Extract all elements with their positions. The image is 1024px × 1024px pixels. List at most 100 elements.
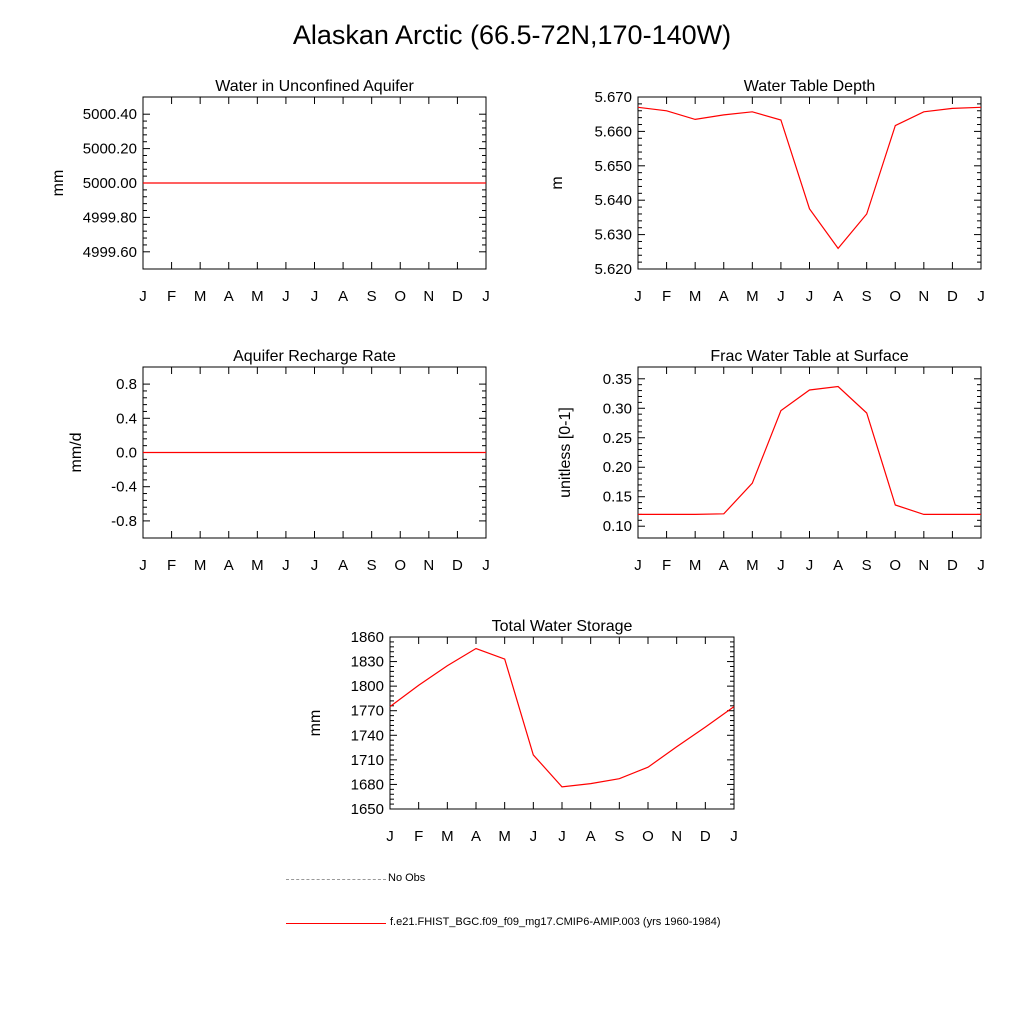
y-tick-label: -0.8 [111, 513, 137, 530]
x-tick-label: N [918, 557, 929, 574]
x-tick-label: J [730, 828, 738, 845]
x-tick-label: M [194, 288, 207, 305]
series-line-1 [637, 106, 982, 250]
x-tick-label: D [452, 288, 463, 305]
y-tick-label: 5.650 [594, 158, 632, 175]
x-tick-label: J [977, 557, 985, 574]
x-tick-label: J [634, 288, 642, 305]
x-tick-label: M [251, 557, 264, 574]
series-line-1 [638, 385, 981, 516]
y-tick-label: 5000.20 [83, 141, 137, 158]
x-tick-label: F [662, 557, 671, 574]
x-tick-label: J [386, 828, 394, 845]
x-tick-label: J [482, 288, 490, 305]
x-tick-label: J [139, 557, 147, 574]
x-tick-label: M [194, 557, 207, 574]
y-tick-label: 1710 [351, 752, 384, 769]
x-tick-label: F [167, 557, 176, 574]
x-tick-label: A [338, 288, 348, 305]
y-tick-label: 0.10 [603, 518, 632, 535]
y-tick-label: 5000.00 [83, 175, 137, 192]
legend-swatch-solid [286, 923, 386, 924]
x-tick-label: O [394, 288, 406, 305]
y-tick-label: -0.4 [111, 479, 137, 496]
legend-label: No Obs [388, 872, 426, 884]
chart-title: Total Water Storage [492, 618, 633, 635]
x-tick-label: D [947, 288, 958, 305]
x-tick-label: A [224, 557, 234, 574]
x-tick-label: A [586, 828, 596, 845]
chart-title: Water in Unconfined Aquifer [215, 78, 414, 95]
x-tick-label: A [719, 288, 729, 305]
x-tick-label: M [251, 288, 264, 305]
x-tick-label: J [282, 557, 290, 574]
x-tick-label: M [689, 288, 702, 305]
y-tick-label: 4999.80 [83, 209, 137, 226]
y-tick-label: 1650 [351, 801, 384, 818]
x-tick-label: J [777, 288, 785, 305]
y-tick-label: 0.0 [116, 445, 137, 462]
chart-title: Water Table Depth [744, 78, 876, 95]
x-tick-label: O [889, 557, 901, 574]
x-tick-label: J [139, 288, 147, 305]
x-tick-label: N [918, 288, 929, 305]
y-tick-label: 1830 [351, 654, 384, 671]
x-tick-label: S [614, 828, 624, 845]
legend-swatch-dashed [286, 879, 386, 880]
y-tick-label: 0.25 [603, 430, 632, 447]
y-tick-label: 5.640 [594, 192, 632, 209]
x-tick-label: S [862, 557, 872, 574]
x-tick-label: A [719, 557, 729, 574]
page-title: Alaskan Arctic (66.5-72N,170-140W) [292, 20, 732, 50]
y-tick-label: 0.15 [603, 489, 632, 506]
y-axis-label: mm [307, 710, 324, 737]
x-tick-label: J [634, 557, 642, 574]
y-tick-label: 0.35 [603, 371, 632, 388]
x-tick-label: J [558, 828, 566, 845]
y-tick-label: 1800 [351, 678, 384, 695]
y-tick-label: 0.8 [116, 376, 137, 393]
x-tick-label: J [482, 557, 490, 574]
x-tick-label: S [367, 557, 377, 574]
y-tick-label: 1860 [351, 629, 384, 646]
plot-frame [637, 366, 982, 539]
x-tick-label: J [777, 557, 785, 574]
chart-title: Aquifer Recharge Rate [233, 348, 396, 365]
x-tick-label: D [700, 828, 711, 845]
x-tick-label: A [338, 557, 348, 574]
y-tick-label: 1770 [351, 703, 384, 720]
x-tick-label: S [862, 288, 872, 305]
plot-frame [637, 96, 982, 270]
y-tick-label: 1680 [351, 776, 384, 793]
x-tick-label: J [311, 288, 319, 305]
x-tick-label: A [833, 557, 843, 574]
y-tick-label: 0.20 [603, 459, 632, 476]
x-tick-label: M [689, 557, 702, 574]
x-tick-label: N [671, 828, 682, 845]
x-tick-label: M [746, 288, 759, 305]
y-tick-label: 5.660 [594, 123, 632, 140]
x-tick-label: S [367, 288, 377, 305]
y-tick-label: 5000.40 [83, 106, 137, 123]
y-tick-label: 5.630 [594, 227, 632, 244]
x-tick-label: J [806, 288, 814, 305]
x-tick-label: N [423, 557, 434, 574]
y-tick-label: 0.4 [116, 410, 137, 427]
x-tick-label: J [311, 557, 319, 574]
x-tick-label: J [282, 288, 290, 305]
y-tick-label: 5.670 [594, 89, 632, 106]
x-tick-label: M [746, 557, 759, 574]
chart-title: Frac Water Table at Surface [710, 348, 908, 365]
x-tick-label: D [452, 557, 463, 574]
x-tick-label: F [167, 288, 176, 305]
x-tick-label: J [530, 828, 538, 845]
x-tick-label: J [977, 288, 985, 305]
x-tick-label: D [947, 557, 958, 574]
x-tick-label: A [833, 288, 843, 305]
plot-frame [389, 636, 735, 810]
